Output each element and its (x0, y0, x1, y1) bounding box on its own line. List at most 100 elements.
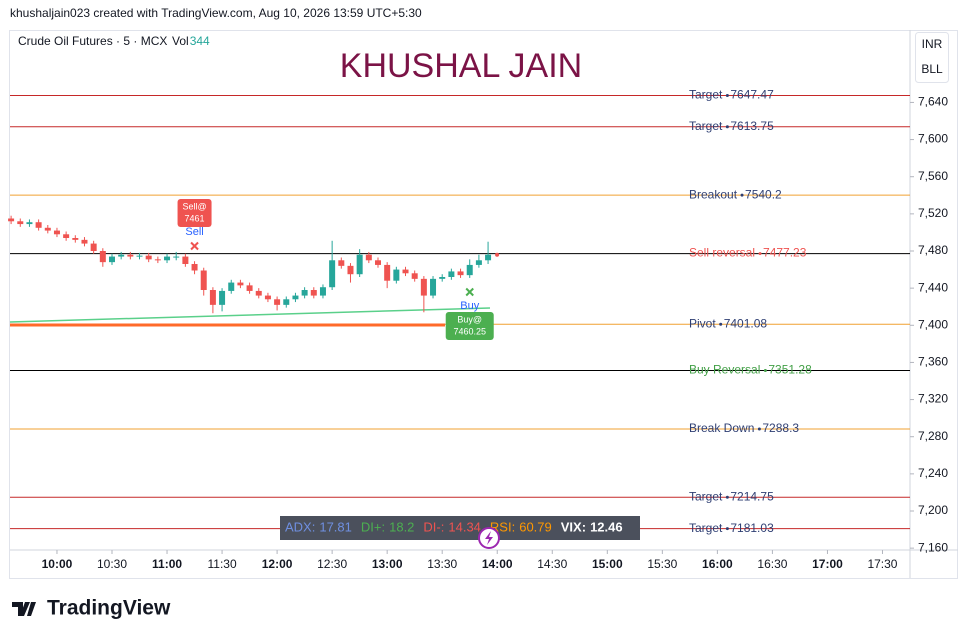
candle-body (338, 260, 345, 266)
candle-body (8, 218, 15, 222)
candle-body (228, 282, 235, 291)
candle-body (310, 290, 317, 296)
level-bullet (763, 369, 767, 373)
candle-body (466, 264, 473, 276)
indicator-name: DI-: (423, 519, 444, 534)
level-value: 7401.08 (724, 316, 768, 330)
candle-body (430, 278, 437, 296)
level-value: 7288.3 (762, 421, 799, 435)
candle-body (264, 295, 271, 300)
candle-body (90, 243, 97, 251)
level-value: 7477.23 (763, 246, 807, 260)
candle-body (393, 269, 400, 281)
candle-body (17, 221, 24, 225)
candle-body (173, 256, 180, 258)
x-tick-label: 16:30 (757, 557, 787, 571)
signal-marker (465, 287, 474, 297)
y-tick-label: 7,560 (918, 169, 948, 183)
y-tick-label: 7,520 (918, 206, 948, 220)
indicator-value: 14.34 (448, 519, 481, 534)
indicator-value: 17.81 (319, 519, 352, 534)
level-name: Target (689, 489, 723, 503)
level-bullet (758, 252, 762, 256)
symbol: Crude Oil Futures · 5 · MCX (18, 34, 167, 48)
volume-value: 344 (190, 34, 210, 48)
y-tick-label: 7,320 (918, 392, 948, 406)
candle-body (72, 238, 79, 240)
level-value: 7647.47 (730, 88, 774, 102)
footer-brand: TradingView (47, 597, 171, 620)
level-name: Break Down (689, 421, 754, 435)
level-name: Breakout (689, 187, 738, 201)
candle-body (219, 290, 226, 305)
candle-body (246, 285, 253, 291)
level-bullet (725, 93, 729, 97)
signal-price: 7461 (185, 213, 205, 223)
indicator-name: VIX: (561, 519, 586, 534)
header-text: khushaljain023 created with TradingView.… (10, 6, 422, 20)
x-tick-label: 17:00 (812, 557, 843, 571)
level-name: Sell reversal (689, 246, 755, 260)
volume-label: Vol (172, 34, 189, 48)
candle-body (356, 254, 363, 275)
level-name: Buy Reversal (689, 363, 760, 377)
x-tick-label: 17:30 (867, 557, 897, 571)
candle-body (136, 255, 143, 257)
candle-body (191, 264, 198, 271)
y-tick-label: 7,240 (918, 466, 948, 480)
indicator-value: 12.46 (590, 519, 623, 534)
indicator-value: 18.2 (389, 519, 414, 534)
candle-body (274, 299, 281, 305)
logo-mark (12, 602, 36, 616)
candle-body (81, 239, 88, 244)
y-tick-label: 7,400 (918, 317, 948, 331)
candle-body (164, 256, 171, 261)
x-tick-label: 12:30 (317, 557, 347, 571)
x-tick-label: 11:30 (207, 557, 236, 571)
footer-logo: TradingView (12, 597, 171, 620)
currency: INR (922, 37, 943, 51)
candle-body (319, 287, 326, 296)
signal-box (177, 199, 212, 227)
x-tick-label: 10:30 (97, 557, 127, 571)
indicator-name: DI+: (361, 519, 385, 534)
indicator-bg (280, 516, 640, 540)
candle-body (439, 277, 446, 279)
y-tick-label: 7,600 (918, 132, 948, 146)
candle-body (53, 230, 60, 235)
candle-body (108, 256, 115, 263)
level-bullet (757, 427, 761, 431)
x-tick-label: 10:00 (42, 557, 73, 571)
x-tick-label: 11:00 (152, 557, 182, 571)
level-name: Pivot (689, 316, 716, 330)
chart-title: KHUSHAL JAIN (340, 47, 582, 85)
candle-body (99, 251, 106, 263)
y-tick-label: 7,360 (918, 355, 948, 369)
level-value: 7214.75 (730, 489, 774, 503)
candle-body (237, 282, 244, 286)
indicator-name: ADX: (285, 519, 315, 534)
x-tick-label: 16:00 (702, 557, 733, 571)
level-value: 7351.28 (768, 363, 812, 377)
y-tick-label: 7,640 (918, 95, 948, 109)
candle-body (374, 260, 381, 265)
level-bullet (725, 125, 729, 129)
currency-box[interactable] (915, 32, 949, 83)
signal-price: 7460.25 (453, 326, 486, 336)
candle-body (448, 271, 455, 277)
candle-body (420, 278, 427, 296)
candle-body (457, 271, 464, 276)
candle-body (200, 270, 207, 290)
level-name: Target (689, 521, 723, 535)
x-tick-label: 12:00 (262, 557, 293, 571)
candle-body (301, 290, 308, 296)
candle-body (154, 259, 161, 261)
alert-bolt (485, 531, 493, 545)
signal-label: Sell (185, 226, 203, 238)
level-value: 7613.75 (730, 119, 774, 133)
level-value: 7540.2 (745, 187, 782, 201)
signal-label: Buy (460, 300, 479, 312)
chart-frame (9, 30, 958, 579)
indicator-value: 60.79 (519, 519, 552, 534)
